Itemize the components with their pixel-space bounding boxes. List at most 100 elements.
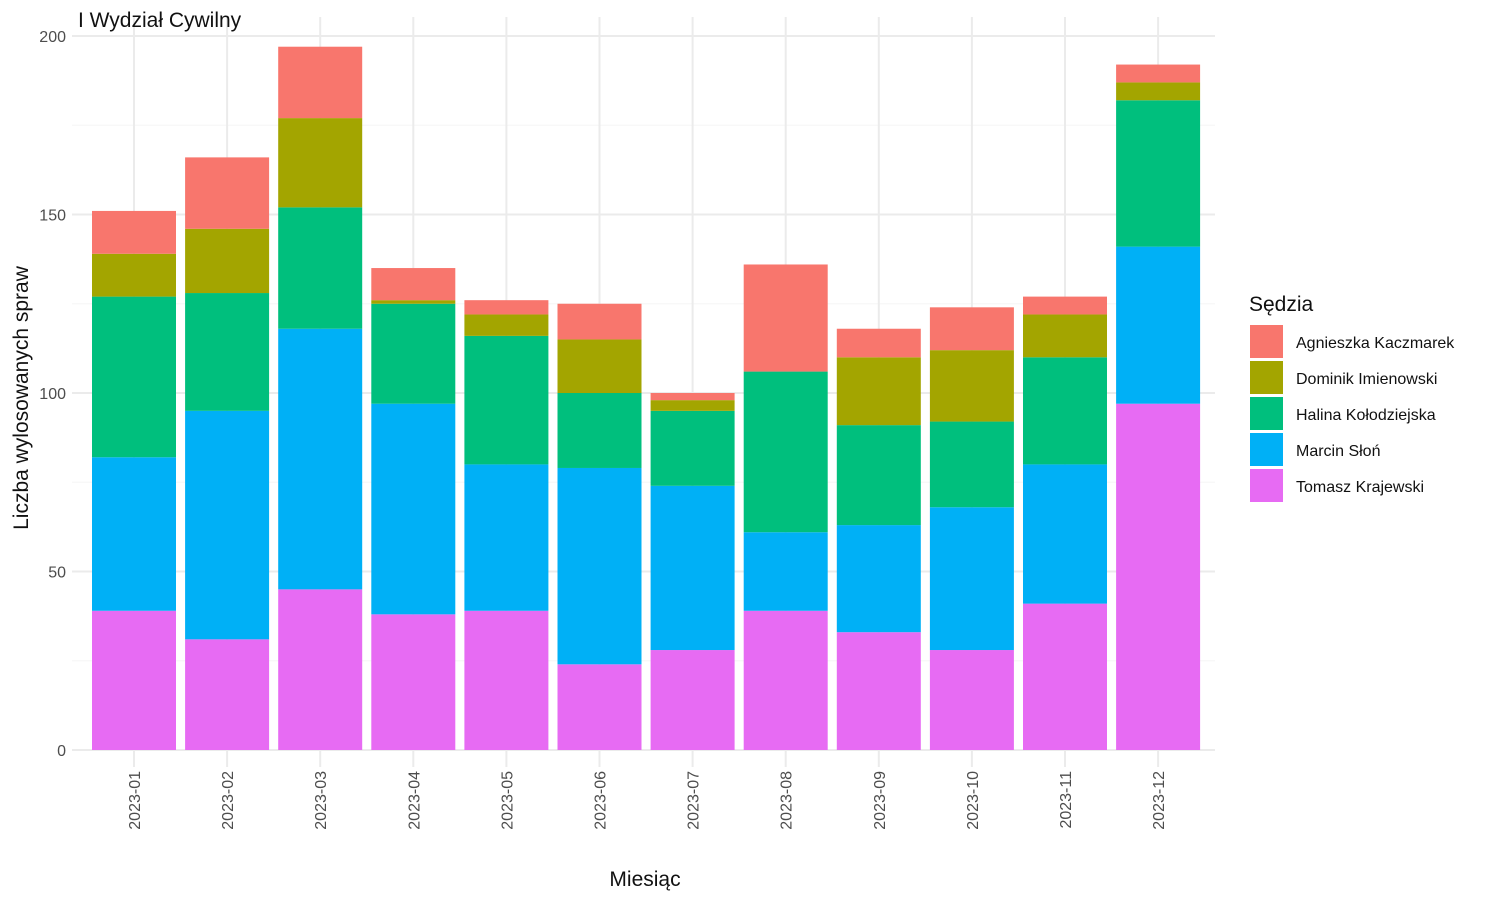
- bar-segment: [836, 425, 921, 526]
- bar-segment: [836, 328, 921, 358]
- legend-label: Marcin Słoń: [1296, 443, 1380, 460]
- bar-segment: [464, 464, 549, 611]
- legend-swatch: [1250, 325, 1283, 358]
- bar-segment: [650, 650, 735, 750]
- bar-segment: [92, 296, 176, 458]
- legend-item: Agnieszka Kaczmarek: [1250, 325, 1455, 358]
- bar-segment: [836, 357, 921, 426]
- legend-item: Dominik Imienowski: [1250, 361, 1437, 394]
- bar-segment: [464, 610, 549, 750]
- bar-segment: [557, 339, 642, 393]
- x-tick-label: 2023-06: [593, 771, 610, 830]
- y-tick-label: 100: [39, 386, 66, 403]
- legend-item: Marcin Słoń: [1250, 433, 1380, 466]
- y-axis-title: Liczba wylosowanych spraw: [10, 265, 33, 530]
- bar-segment: [557, 467, 642, 665]
- legend-item: Tomasz Krajewski: [1250, 469, 1424, 502]
- legend-swatch: [1250, 397, 1283, 430]
- x-tick-label: 2023-04: [406, 771, 423, 830]
- bar-segment: [92, 457, 176, 611]
- bar-segment: [1116, 64, 1201, 83]
- bar-segment: [743, 371, 828, 533]
- bar-segment: [371, 303, 456, 404]
- bar-segment: [371, 403, 456, 615]
- bar-segment: [836, 525, 921, 633]
- legend-swatch: [1250, 361, 1283, 394]
- bar-segment: [464, 300, 549, 315]
- bar-segment: [1023, 296, 1107, 315]
- bar-segment: [743, 532, 828, 611]
- bar-segment: [278, 207, 363, 329]
- bar-segment: [278, 118, 363, 208]
- bar-segment: [929, 650, 1014, 750]
- bar-segment: [557, 303, 642, 340]
- bar-segment: [743, 264, 828, 372]
- y-tick-label: 200: [39, 29, 66, 46]
- bar-segment: [278, 589, 363, 750]
- x-tick-label: 2023-08: [779, 771, 796, 830]
- bar-segment: [650, 410, 735, 486]
- bar-segment: [464, 335, 549, 465]
- y-tick-label: 0: [57, 743, 66, 760]
- bar-segment: [371, 300, 456, 304]
- bar-segment: [650, 400, 735, 411]
- x-tick-label: 2023-03: [313, 771, 330, 830]
- bar-segment: [557, 393, 642, 468]
- x-tick-label: 2023-11: [1058, 771, 1075, 829]
- bar-segment: [278, 46, 363, 119]
- x-tick-label: 2023-05: [499, 771, 516, 830]
- y-axis-ticks: 0 50 100 150 200: [39, 29, 66, 760]
- bar-segment: [1023, 603, 1107, 750]
- legend-label: Tomasz Krajewski: [1296, 479, 1424, 496]
- x-tick-label: 2023-02: [220, 771, 237, 830]
- bar-segment: [1023, 314, 1107, 358]
- legend-item: Halina Kołodziejska: [1250, 397, 1436, 430]
- x-axis-ticks: 2023-01 2023-02 2023-03 2023-04 2023-05 2023-…: [127, 771, 1168, 830]
- bar-segment: [1116, 82, 1201, 101]
- bar-segment: [278, 328, 363, 590]
- legend-swatch: [1250, 469, 1283, 502]
- bar-segment: [650, 393, 735, 401]
- bar-segment: [185, 410, 270, 640]
- bar-segment: [1023, 357, 1107, 465]
- x-tick-label: 2023-07: [686, 771, 703, 830]
- bar-segment: [929, 421, 1014, 508]
- x-tick-label: 2023-12: [1151, 771, 1168, 830]
- bar-segment: [1116, 403, 1201, 750]
- y-tick-label: 50: [48, 565, 66, 582]
- bar-segment: [464, 314, 549, 336]
- bar-segment: [185, 639, 270, 750]
- legend-label: Dominik Imienowski: [1296, 371, 1437, 388]
- legend-swatch: [1250, 433, 1283, 466]
- bar-segment: [92, 210, 176, 254]
- bar-segment: [185, 293, 270, 411]
- bar-segment: [371, 614, 456, 750]
- bar-segment: [650, 485, 735, 651]
- x-tick-label: 2023-10: [965, 771, 982, 830]
- bar-segment: [743, 610, 828, 750]
- bar-segment: [92, 610, 176, 750]
- legend: Sędzia Agnieszka Kaczmarek Dominik Imieno…: [1249, 293, 1455, 502]
- x-axis-title: Miesiąc: [609, 868, 680, 891]
- bar-segment: [185, 228, 270, 294]
- bar-segment: [929, 507, 1014, 651]
- x-tick-label: 2023-09: [872, 771, 889, 830]
- bars: [92, 46, 1201, 750]
- bar-segment: [929, 307, 1014, 351]
- x-tick-label: 2023-01: [127, 771, 144, 830]
- bar-segment: [557, 664, 642, 750]
- bar-segment: [929, 350, 1014, 422]
- legend-label: Halina Kołodziejska: [1296, 407, 1436, 424]
- chart-title: I Wydział Cywilny: [78, 9, 242, 32]
- legend-title: Sędzia: [1249, 293, 1314, 316]
- bar-segment: [1116, 100, 1201, 247]
- legend-label: Agnieszka Kaczmarek: [1296, 335, 1455, 352]
- y-tick-label: 150: [39, 208, 66, 225]
- bar-segment: [185, 157, 270, 229]
- bar-segment: [92, 253, 176, 297]
- bar-segment: [371, 268, 456, 301]
- bar-segment: [1023, 464, 1107, 604]
- bar-segment: [836, 632, 921, 750]
- bar-segment: [1116, 246, 1201, 404]
